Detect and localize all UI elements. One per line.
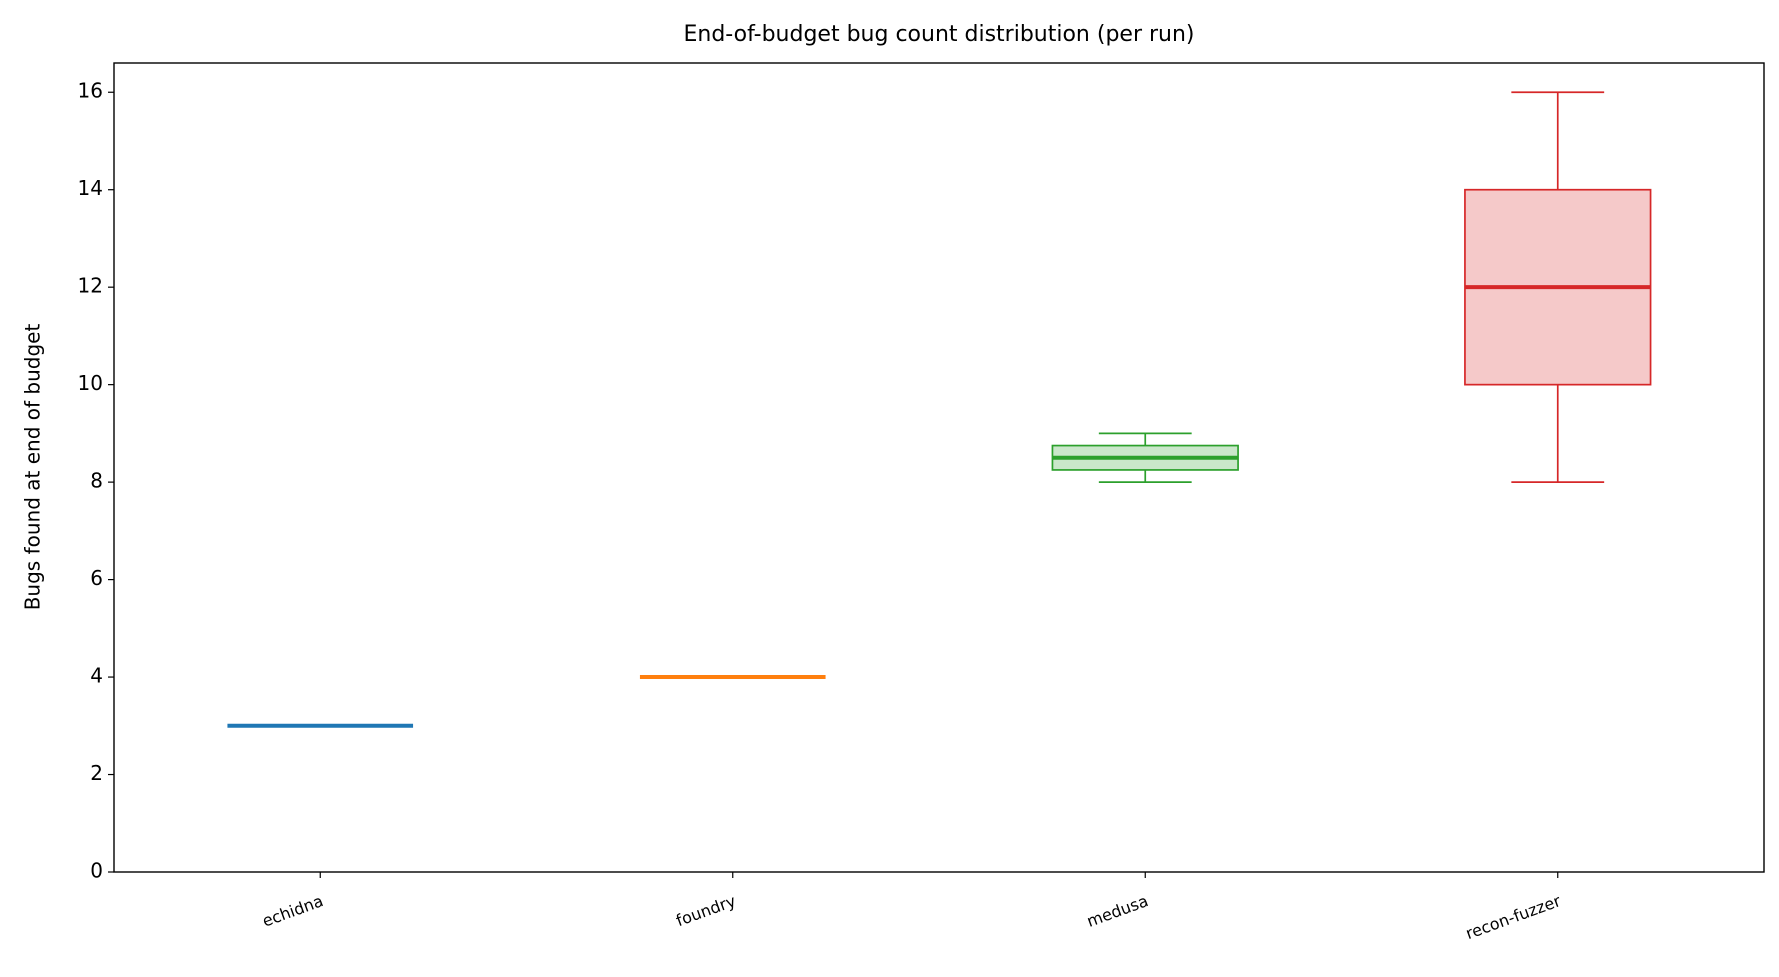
x-tick-label: foundry bbox=[674, 891, 739, 930]
y-tick-label: 8 bbox=[90, 469, 103, 493]
y-tick-label: 10 bbox=[78, 371, 103, 395]
y-tick-label: 4 bbox=[90, 664, 103, 688]
chart-title: End-of-budget bug count distribution (pe… bbox=[683, 22, 1194, 47]
y-tick-label: 12 bbox=[78, 274, 103, 298]
y-tick-label: 2 bbox=[90, 761, 103, 785]
y-tick-label: 0 bbox=[90, 859, 103, 883]
x-tick-label: echidna bbox=[260, 891, 326, 931]
plot-frame bbox=[113, 62, 1765, 873]
y-axis-label: Bugs found at end of budget bbox=[21, 324, 45, 611]
y-tick-label: 16 bbox=[78, 79, 103, 103]
x-tick-label: medusa bbox=[1084, 891, 1151, 931]
x-tick-label: recon-fuzzer bbox=[1463, 891, 1563, 943]
y-tick-label: 6 bbox=[90, 566, 103, 590]
y-tick-label: 14 bbox=[78, 176, 103, 200]
